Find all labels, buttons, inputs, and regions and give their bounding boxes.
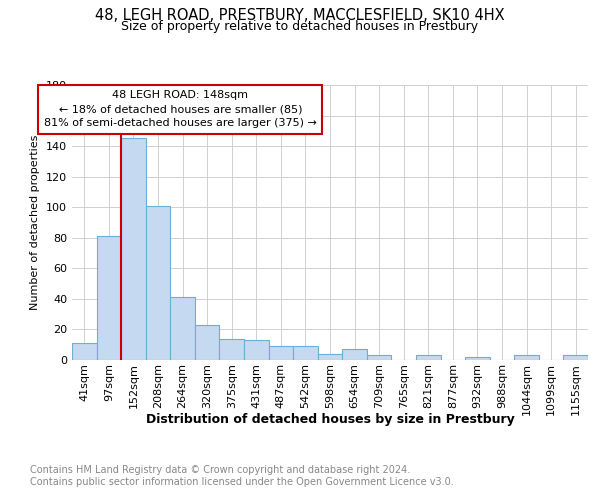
Bar bbox=[195, 325, 220, 360]
Text: 48, LEGH ROAD, PRESTBURY, MACCLESFIELD, SK10 4HX: 48, LEGH ROAD, PRESTBURY, MACCLESFIELD, … bbox=[95, 8, 505, 22]
Bar bbox=[367, 356, 391, 360]
Bar bbox=[318, 354, 342, 360]
Bar bbox=[121, 138, 146, 360]
Bar bbox=[514, 356, 539, 360]
Text: 48 LEGH ROAD: 148sqm
← 18% of detached houses are smaller (85)
81% of semi-detac: 48 LEGH ROAD: 148sqm ← 18% of detached h… bbox=[44, 90, 317, 128]
Bar bbox=[563, 356, 588, 360]
Text: Contains HM Land Registry data © Crown copyright and database right 2024.
Contai: Contains HM Land Registry data © Crown c… bbox=[30, 465, 454, 486]
Bar bbox=[342, 350, 367, 360]
Bar bbox=[416, 356, 440, 360]
Bar bbox=[72, 343, 97, 360]
Bar bbox=[244, 340, 269, 360]
Text: Distribution of detached houses by size in Prestbury: Distribution of detached houses by size … bbox=[146, 412, 514, 426]
Bar bbox=[97, 236, 121, 360]
Bar bbox=[269, 346, 293, 360]
Bar bbox=[465, 357, 490, 360]
Bar bbox=[293, 346, 318, 360]
Y-axis label: Number of detached properties: Number of detached properties bbox=[31, 135, 40, 310]
Bar bbox=[146, 206, 170, 360]
Text: Size of property relative to detached houses in Prestbury: Size of property relative to detached ho… bbox=[121, 20, 479, 33]
Bar bbox=[170, 298, 195, 360]
Bar bbox=[220, 338, 244, 360]
